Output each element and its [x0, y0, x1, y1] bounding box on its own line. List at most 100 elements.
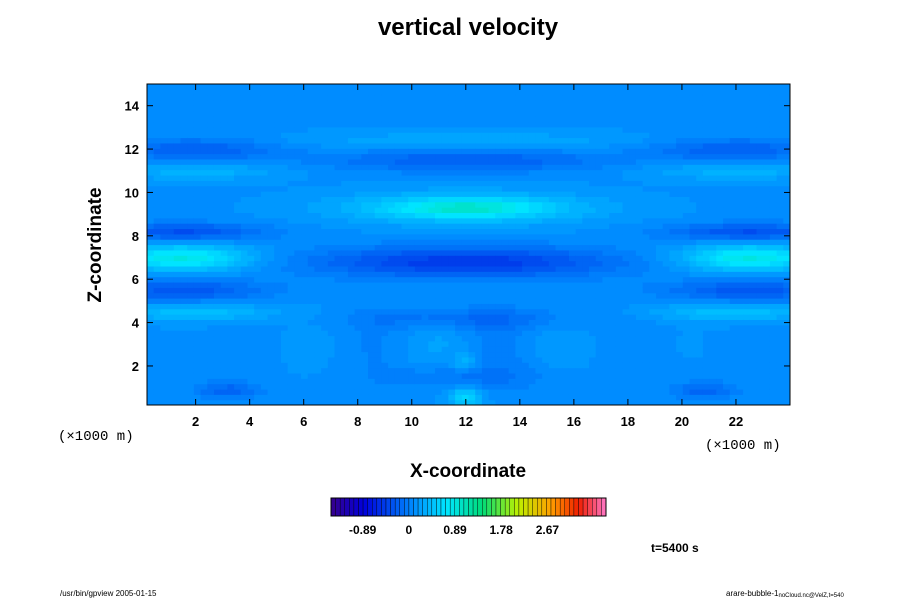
heatmap-cell: [602, 298, 610, 304]
heatmap-cell: [508, 378, 516, 385]
heatmap-cell: [568, 394, 577, 401]
heatmap-cell: [642, 169, 650, 176]
heatmap-cell: [180, 207, 188, 213]
heatmap-cell: [568, 324, 577, 331]
heatmap-cell: [461, 110, 470, 117]
heatmap-cell: [615, 132, 624, 139]
heatmap-cell: [361, 116, 369, 123]
heatmap-cell: [435, 191, 443, 197]
heatmap-cell: [656, 110, 664, 117]
heatmap-cell: [542, 330, 550, 337]
heatmap-cell: [260, 287, 269, 294]
heatmap-cell: [501, 153, 510, 160]
heatmap-cell: [254, 191, 262, 197]
heatmap-cell: [615, 105, 624, 112]
heatmap-cell: [669, 324, 677, 331]
heatmap-cell: [160, 223, 168, 230]
heatmap-cell: [414, 399, 423, 405]
heatmap-cell: [368, 271, 376, 278]
heatmap-cell: [435, 276, 443, 283]
heatmap-cell: [381, 153, 389, 160]
heatmap-cell: [676, 207, 684, 213]
heatmap-cell: [327, 308, 336, 315]
heatmap-cell: [147, 239, 155, 246]
heatmap-cell: [347, 132, 356, 139]
heatmap-cell: [629, 314, 637, 320]
heatmap-cell: [535, 142, 543, 149]
heatmap-cell: [374, 137, 383, 144]
heatmap-cell: [582, 362, 590, 369]
heatmap-cell: [280, 84, 289, 90]
heatmap-cell: [515, 281, 523, 288]
heatmap-cell: [535, 378, 543, 385]
heatmap-cell: [227, 292, 235, 299]
heatmap-cell: [227, 196, 235, 203]
heatmap-cell: [227, 335, 235, 342]
heatmap-cell: [568, 169, 577, 176]
heatmap-cell: [696, 239, 704, 246]
heatmap-cell: [187, 217, 195, 224]
heatmap-cell: [488, 94, 496, 101]
heatmap-cell: [649, 201, 657, 208]
heatmap-cell: [180, 249, 188, 256]
heatmap-cell: [307, 351, 316, 358]
heatmap-cell: [227, 100, 235, 106]
heatmap-cell: [488, 116, 496, 123]
heatmap-cell: [167, 340, 175, 347]
heatmap-cell: [388, 110, 396, 117]
heatmap-cell: [615, 110, 624, 117]
heatmap-cell: [441, 164, 450, 171]
heatmap-cell: [488, 233, 496, 240]
heatmap-cell: [555, 346, 563, 353]
heatmap-cell: [428, 158, 436, 165]
heatmap-cell: [448, 158, 456, 165]
heatmap-cell: [267, 265, 275, 272]
heatmap-cell: [702, 351, 711, 358]
heatmap-cell: [696, 340, 704, 347]
heatmap-cell: [649, 116, 657, 123]
heatmap-cell: [676, 265, 684, 272]
heatmap-cell: [267, 276, 275, 283]
heatmap-cell: [267, 399, 275, 405]
heatmap-cell: [374, 228, 383, 235]
heatmap-cell: [702, 319, 711, 326]
heatmap-cell: [562, 142, 570, 149]
heatmap-cell: [448, 148, 456, 155]
heatmap-cell: [542, 340, 550, 347]
heatmap-cell: [254, 255, 262, 262]
heatmap-cell: [461, 388, 470, 395]
heatmap-cell: [234, 249, 242, 256]
heatmap-cell: [615, 276, 624, 283]
heatmap-cell: [368, 164, 376, 171]
heatmap-cell: [622, 394, 630, 401]
heatmap-cell: [488, 142, 496, 149]
heatmap-cell: [307, 292, 316, 299]
heatmap-cell: [448, 271, 456, 278]
heatmap-cell: [347, 319, 356, 326]
heatmap-cell: [254, 388, 262, 395]
heatmap-cell: [187, 148, 195, 155]
heatmap-cell: [147, 84, 155, 90]
heatmap-cell: [702, 399, 711, 405]
heatmap-cell: [347, 94, 356, 101]
heatmap-cell: [147, 394, 155, 401]
heatmap-cell: [481, 287, 490, 294]
heatmap-cell: [622, 121, 630, 128]
heatmap-cell: [374, 164, 383, 171]
heatmap-cell: [609, 116, 617, 123]
heatmap-cell: [568, 340, 577, 347]
heatmap-cell: [167, 223, 175, 230]
heatmap-cell: [327, 201, 336, 208]
heatmap-cell: [368, 116, 376, 123]
heatmap-cell: [602, 158, 610, 165]
heatmap-cell: [381, 276, 389, 283]
heatmap-cell: [200, 319, 208, 326]
heatmap-cell: [428, 271, 436, 278]
heatmap-cell: [200, 89, 208, 96]
heatmap-cell: [227, 372, 235, 379]
heatmap-cell: [294, 233, 302, 240]
heatmap-cell: [321, 142, 329, 149]
heatmap-cell: [595, 244, 604, 251]
heatmap-cell: [562, 265, 570, 272]
heatmap-cell: [455, 292, 463, 299]
